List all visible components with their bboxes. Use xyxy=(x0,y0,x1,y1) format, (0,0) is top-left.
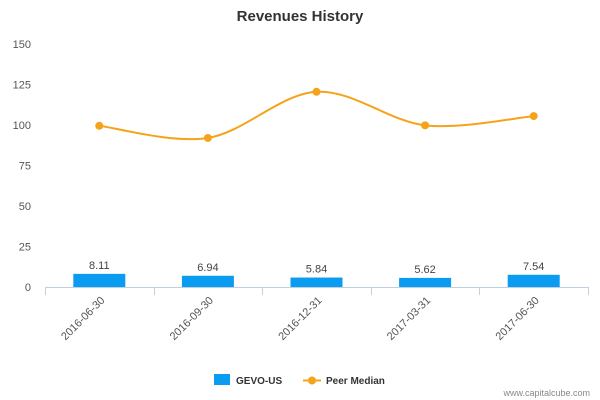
legend: GEVO-US Peer Median xyxy=(214,374,385,387)
bar-gevo-us xyxy=(290,277,343,287)
data-labels: 8.11 6.94 5.84 5.62 7.54 xyxy=(89,260,544,276)
bar-data-label: 7.54 xyxy=(523,261,544,273)
legend-label-gevo-us: GEVO-US xyxy=(236,376,282,387)
bar-data-label: 8.11 xyxy=(89,260,110,272)
legend-swatch-gevo-us xyxy=(214,374,230,385)
bar-data-label: 6.94 xyxy=(197,262,218,274)
peer-median-point xyxy=(529,112,538,121)
x-tick-label: 2017-03-31 xyxy=(385,295,433,343)
y-tick-label: 50 xyxy=(19,201,31,213)
watermark: www.capitalcube.com xyxy=(502,388,590,398)
peer-median-point xyxy=(312,87,321,96)
x-tick-label: 2017-06-30 xyxy=(494,295,542,343)
line-series xyxy=(95,87,538,142)
bar-data-label: 5.84 xyxy=(306,264,327,276)
y-tick-label: 150 xyxy=(13,39,31,51)
x-tick-label: 2016-06-30 xyxy=(59,295,107,343)
y-tick-label: 25 xyxy=(19,242,31,254)
y-tick-label: 100 xyxy=(13,120,31,132)
legend-label-peer-median: Peer Median xyxy=(326,376,385,387)
line-peer-median xyxy=(99,90,534,141)
peer-median-point xyxy=(95,121,104,130)
peer-median-point xyxy=(421,121,430,130)
bar-gevo-us xyxy=(73,273,126,287)
bar-gevo-us xyxy=(181,275,234,287)
legend-marker-peer-median xyxy=(308,376,316,385)
y-tick-label: 0 xyxy=(25,282,31,294)
y-tick-label: 125 xyxy=(13,80,31,92)
chart-title: Revenues History xyxy=(237,8,364,25)
bar-gevo-us xyxy=(399,277,452,287)
axes: 0 25 50 75 100 125 150 2016-06-30 2016-09-30 2016… xyxy=(13,39,589,343)
y-tick-label: 75 xyxy=(19,161,31,173)
bar-data-label: 5.62 xyxy=(414,264,435,276)
x-tick-label: 2016-12-31 xyxy=(276,295,324,343)
peer-median-point xyxy=(203,133,212,142)
bar-series xyxy=(73,273,560,287)
bar-gevo-us xyxy=(507,274,560,287)
x-tick-label: 2016-09-30 xyxy=(168,295,216,343)
